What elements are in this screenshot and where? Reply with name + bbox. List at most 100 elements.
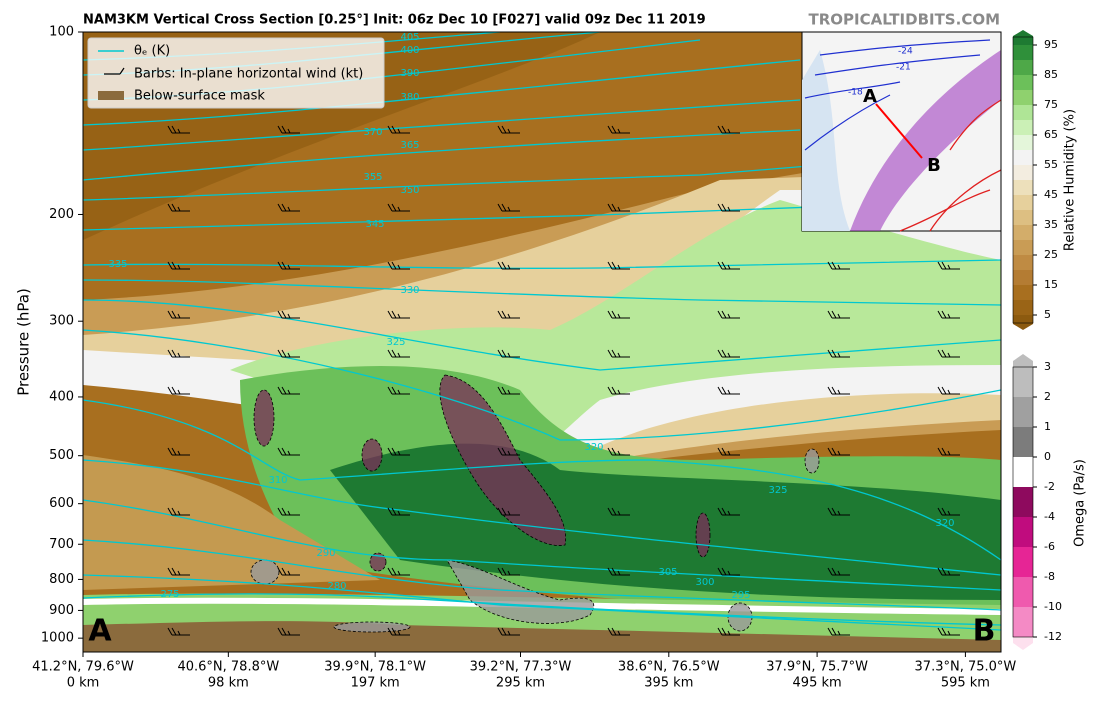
rh-colorbar-tick-label: 15 [1044,278,1058,291]
omega-colorbar-tick-label: 1 [1044,420,1051,433]
rh-colorbar-segment [1013,135,1033,150]
y-tick-label: 200 [49,207,74,222]
contour-label: 335 [108,259,127,270]
x-tick-label: 98 km [208,676,249,691]
wind-barb [387,627,410,636]
omega-area [695,512,711,558]
rh-colorbar-tick-label: 45 [1044,188,1058,201]
below-surface-mask [83,621,1001,652]
inset-label: -18 [848,88,863,98]
source: TROPICALTIDBITS.COM [809,11,1001,29]
omega-colorbar-segment [1013,397,1033,427]
section-end: B [973,614,996,649]
rh-lowtan [83,455,380,590]
omega-colorbar-tick-label: -12 [1044,630,1062,643]
rh-colorbar-segment [1013,315,1033,330]
rh-colorbar-segment [1013,150,1033,165]
rh-colorbar-segment [1013,210,1033,225]
rh-colorbar-tick-label: 65 [1044,128,1058,141]
x-tick-coord: 38.6°N, 76.5°W [618,660,720,675]
wind-barb [937,261,960,270]
omega-colorbar-segment [1013,637,1033,650]
inset-label: -21 [896,63,911,73]
omega-colorbar-tick-label: -8 [1044,570,1055,583]
rh-colorbar-segment [1013,180,1033,195]
omega-colorbar-frame [1012,366,1034,638]
legend: θₑ (K) Barbs: In-plane horizontal wind (… [87,37,385,109]
wind-barb [497,261,520,270]
legend-box [87,37,385,109]
wind-barb [827,447,850,456]
omega-area [369,552,387,572]
y-tick-label: 300 [49,314,74,329]
omega-colorbar-tick-label: -2 [1044,480,1055,493]
wind-barb [277,125,300,134]
wind-barb [717,261,740,270]
wind-barb [607,507,630,516]
wind-barb [497,125,520,134]
wind-barb [387,349,410,358]
wind-barb [497,567,520,576]
rh-colorbar-segment [1013,105,1033,120]
x-tick-coord: 40.6°N, 78.8°W [177,660,279,675]
inset-band [850,50,1001,231]
rh-colorbar-segment [1013,120,1033,135]
contour-label: 365 [400,140,419,151]
y-tick-label: 100 [49,25,74,40]
rh-colorbar-segment [1013,75,1033,90]
rh-colorbar-tick-label: 95 [1044,38,1058,51]
omega-colorbar-label: Omega (Pa/s) [1073,459,1088,547]
omega-colorbar-segment [1013,354,1033,367]
wind-barb [607,125,630,134]
omega-area [333,621,411,633]
omega-areas [253,374,711,572]
legend-swatch [104,67,125,75]
contour-label: 345 [365,219,384,230]
wind-barb [717,627,740,636]
omega-colorbar-tick-label: 2 [1044,390,1051,403]
wind-barb [497,507,520,516]
wind-barb [937,567,960,576]
wind-barb [937,507,960,516]
y-tick-label: 400 [49,389,74,404]
wind-barb [827,261,850,270]
rh-colorbar-segment [1013,45,1033,60]
wind-barb [827,507,850,516]
rh-colorbar-tick-label: 25 [1044,248,1058,261]
wind-barb [717,125,740,134]
contour-label: 320 [584,442,603,453]
x-tick-label: 495 km [793,676,842,691]
omega-colorbar-segment [1013,427,1033,457]
x-tick-label: 0 km [67,676,100,691]
wind-barb [717,447,740,456]
wind-barb [387,203,410,212]
wind-barb [497,627,520,636]
rh-colorbar-segment [1013,225,1033,240]
inset-label: -24 [898,47,913,57]
omega-colorbar-tick-label: -4 [1044,510,1055,523]
contour-label: 300 [695,577,714,588]
legend-swatch [98,91,124,100]
wind-barb [167,203,190,212]
wind-barb [827,310,850,319]
x-tick-label: 197 km [351,676,400,691]
contour-label: 350 [400,185,419,196]
omega-area [253,389,275,447]
wind-barb [387,447,410,456]
y-tick-label: 700 [49,537,74,552]
wind-barb [717,507,740,516]
legend-label: θₑ (K) [134,44,170,59]
wind-barb [277,386,300,395]
wind-barb [717,349,740,358]
rh-colorbar-tick-label: 5 [1044,308,1051,321]
rh-colorbar-segment [1013,270,1033,285]
contour-label: 310 [268,475,287,486]
contour-label: 355 [363,172,382,183]
contour-label: 400 [400,45,419,56]
wind-barb [607,627,630,636]
omega-colorbar-tick-label: 0 [1044,450,1051,463]
rh-colorbar-segment [1013,90,1033,105]
wind-barb [387,567,410,576]
x-tick-coord: 39.2°N, 77.3°W [470,660,572,675]
